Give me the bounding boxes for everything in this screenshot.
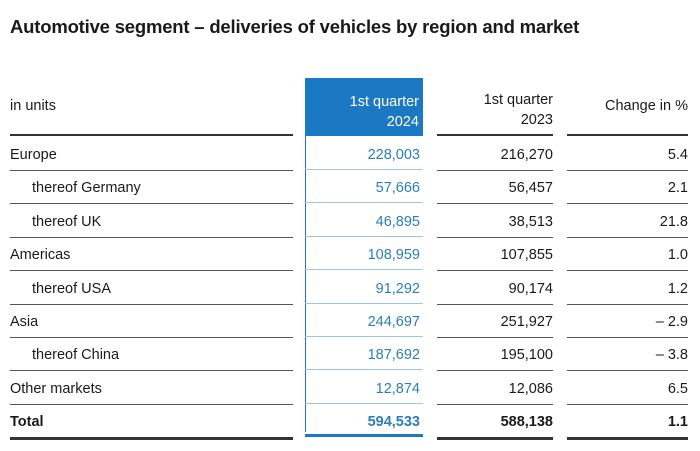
value-q1-2024: 187,692 — [305, 339, 423, 371]
value-change: – 3.8 — [567, 339, 688, 372]
value-q1-2024: 244,697 — [305, 306, 423, 337]
table-row: Other markets 12,874 12,086 6.5 — [0, 373, 700, 406]
table-row: thereof USA 91,292 90,174 1.2 — [0, 273, 700, 306]
table-row: Europe 228,003 216,270 5.4 — [0, 139, 700, 172]
value-change: 1.2 — [567, 273, 688, 305]
value-change: 21.8 — [567, 206, 688, 238]
row-label-text: Total — [10, 414, 44, 431]
row-label-text: thereof China — [32, 347, 120, 364]
value-q1-2024: 108,959 — [305, 239, 423, 271]
highlight-column — [305, 136, 423, 432]
header-q1-2023: 1st quarter 2023 — [437, 78, 553, 136]
row-label: thereof UK — [10, 206, 293, 238]
value-q1-2023: 195,100 — [437, 339, 553, 372]
value-change: 6.5 — [567, 373, 688, 405]
value-q1-2023: 588,138 — [437, 406, 553, 441]
value-q1-2023: 56,457 — [437, 172, 553, 205]
header-change: Change in % — [567, 78, 688, 136]
value-q1-2024: 46,895 — [305, 206, 423, 237]
row-label-text: Other markets — [10, 380, 102, 397]
row-label: thereof USA — [10, 273, 293, 305]
value-q1-2023: 251,927 — [437, 306, 553, 338]
row-label-text: Asia — [10, 314, 39, 330]
row-label: Other markets — [10, 373, 293, 405]
value-q1-2024: 12,874 — [305, 373, 423, 404]
row-label-text: thereof USA — [32, 280, 111, 297]
value-change: 5.4 — [567, 139, 688, 171]
table-row: thereof China 187,692 195,100 – 3.8 — [0, 339, 700, 372]
table-row: Total 594,533 588,138 1.1 — [0, 406, 700, 441]
header-q1-2024: 1st quarter 2024 — [305, 78, 423, 136]
row-label: Asia — [10, 306, 293, 338]
value-change: – 2.9 — [567, 306, 688, 338]
value-q1-2024: 594,533 — [305, 406, 423, 438]
value-q1-2024: 228,003 — [305, 139, 423, 170]
value-q1-2023: 107,855 — [437, 239, 553, 272]
row-label-text: Europe — [10, 147, 57, 163]
value-q1-2023: 90,174 — [437, 273, 553, 305]
table-row: Americas 108,959 107,855 1.0 — [0, 239, 700, 272]
page-title: Automotive segment – deliveries of vehic… — [10, 16, 580, 37]
value-q1-2023: 216,270 — [437, 139, 553, 171]
row-label-text: Americas — [10, 247, 71, 264]
row-label-text: thereof Germany — [32, 180, 141, 197]
value-change: 1.1 — [567, 406, 688, 441]
value-q1-2023: 38,513 — [437, 206, 553, 238]
row-label: Total — [10, 406, 293, 441]
value-q1-2023: 12,086 — [437, 373, 553, 405]
table-row: thereof UK 46,895 38,513 21.8 — [0, 206, 700, 239]
value-change: 2.1 — [567, 172, 688, 205]
table-row: Asia 244,697 251,927 – 2.9 — [0, 306, 700, 339]
value-q1-2024: 57,666 — [305, 172, 423, 204]
row-label: thereof China — [10, 339, 293, 372]
row-label: thereof Germany — [10, 172, 293, 205]
row-label: Europe — [10, 139, 293, 171]
value-q1-2024: 91,292 — [305, 273, 423, 304]
header-unit: in units — [10, 78, 293, 136]
value-change: 1.0 — [567, 239, 688, 272]
row-label-text: thereof UK — [32, 213, 102, 230]
row-label: Americas — [10, 239, 293, 272]
table-row: thereof Germany 57,666 56,457 2.1 — [0, 172, 700, 205]
